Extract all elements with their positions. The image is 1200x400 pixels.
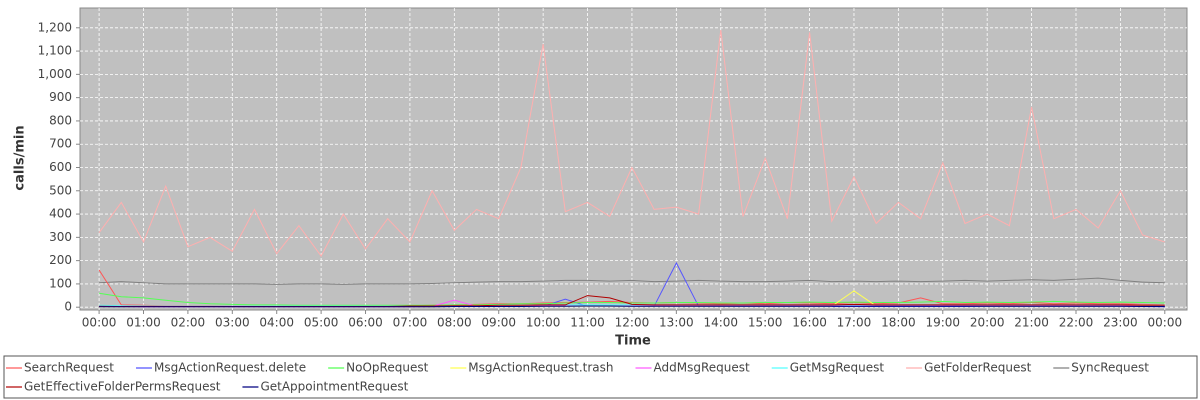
x-tick-label: 10:00	[526, 316, 561, 330]
x-tick-label: 16:00	[792, 316, 827, 330]
x-tick-label: 03:00	[215, 316, 250, 330]
x-tick-label: 06:00	[348, 316, 383, 330]
legend-item: MsgActionRequest.delete	[135, 361, 306, 375]
legend-item: GetAppointmentRequest	[242, 380, 409, 394]
x-tick-label: 07:00	[393, 316, 428, 330]
legend-label: GetMsgRequest	[790, 361, 885, 375]
series-line	[98, 30, 1165, 257]
legend-label: SyncRequest	[1071, 361, 1149, 375]
y-tick-label: 900	[49, 90, 72, 104]
series-line	[99, 305, 1165, 308]
y-tick-label: 700	[49, 137, 72, 151]
y-tick-label: 1,100	[38, 44, 72, 58]
x-tick-label: 11:00	[570, 316, 605, 330]
x-tick-label: 19:00	[925, 316, 960, 330]
x-tick-label: 12:00	[615, 316, 650, 330]
x-tick-label: 00:00	[1148, 316, 1183, 330]
y-axis-title: calls/min	[13, 125, 28, 190]
legend-label: MsgActionRequest.delete	[154, 361, 306, 375]
legend-label: GetEffectiveFolderPermsRequest	[24, 380, 221, 394]
legend-item: AddMsgRequest	[635, 361, 750, 375]
y-tick-label: 200	[49, 253, 72, 267]
lines	[98, 30, 1165, 308]
x-tick-label: 00:00	[82, 316, 117, 330]
x-tick-label: 08:00	[437, 316, 472, 330]
plot-area	[79, 7, 1188, 311]
legend: SearchRequest MsgActionRequest.delete NoOp…	[6, 361, 1149, 394]
legend-item: SearchRequest	[6, 361, 114, 375]
x-tick-label: 18:00	[881, 316, 916, 330]
axes: 0 100 200 300 400 500 600 700 800 900 1,000 1,100 1,…	[38, 20, 1182, 329]
y-tick-label: 600	[49, 160, 72, 174]
x-tick-label: 05:00	[304, 316, 339, 330]
legend-label: NoOpRequest	[346, 361, 428, 375]
y-tick-label: 800	[49, 113, 72, 127]
legend-item: SyncRequest	[1053, 361, 1149, 375]
x-tick-label: 22:00	[1059, 316, 1094, 330]
y-tick-label: 1,200	[38, 20, 72, 34]
x-tick-label: 23:00	[1103, 316, 1138, 330]
x-tick-label: 09:00	[481, 316, 516, 330]
y-tick-label: 1,000	[38, 67, 72, 81]
y-tick-label: 0	[64, 300, 72, 314]
legend-label: GetAppointmentRequest	[260, 380, 408, 394]
x-tick-label: 01:00	[126, 316, 161, 330]
x-tick-label: 17:00	[837, 316, 872, 330]
legend-item: MsgActionRequest.trash	[450, 361, 614, 375]
x-axis-title: Time	[615, 334, 651, 349]
legend-box	[3, 355, 1198, 399]
series-line	[99, 292, 1165, 306]
grid	[80, 8, 1187, 310]
legend-label: SearchRequest	[24, 361, 114, 375]
y-tick-label: 300	[49, 230, 72, 244]
legend-item: GetFolderRequest	[906, 361, 1032, 375]
legend-label: GetFolderRequest	[924, 361, 1032, 375]
legend-item: GetEffectiveFolderPermsRequest	[6, 380, 221, 394]
legend-item: NoOpRequest	[328, 361, 429, 375]
legend-item: GetMsgRequest	[771, 361, 885, 375]
legend-label: AddMsgRequest	[654, 361, 750, 375]
x-tick-label: 14:00	[703, 316, 738, 330]
x-tick-label: 13:00	[659, 316, 694, 330]
y-tick-label: 100	[49, 276, 72, 290]
y-tick-label: 400	[49, 207, 72, 221]
legend-label: MsgActionRequest.trash	[468, 361, 613, 375]
x-tick-label: 15:00	[748, 316, 783, 330]
x-tick-label: 04:00	[259, 316, 294, 330]
y-tick-label: 500	[49, 183, 72, 197]
x-tick-label: 21:00	[1014, 316, 1049, 330]
x-tick-label: 02:00	[171, 316, 206, 330]
x-tick-label: 20:00	[970, 316, 1005, 330]
series-line	[99, 277, 1165, 285]
